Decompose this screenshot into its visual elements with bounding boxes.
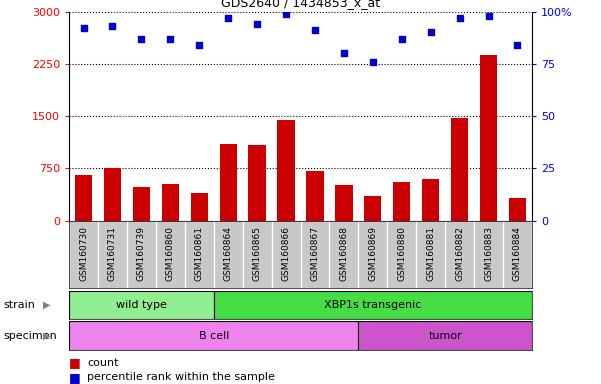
Point <box>79 25 88 31</box>
Bar <box>219 144 237 221</box>
Text: GSM160867: GSM160867 <box>311 226 320 281</box>
Bar <box>133 187 150 221</box>
Bar <box>335 185 353 221</box>
Text: ■: ■ <box>69 371 81 384</box>
Text: tumor: tumor <box>429 331 462 341</box>
Text: GSM160881: GSM160881 <box>426 226 435 281</box>
Point <box>224 15 233 21</box>
Text: percentile rank within the sample: percentile rank within the sample <box>87 372 275 382</box>
Text: GSM160868: GSM160868 <box>340 226 349 281</box>
Text: wild type: wild type <box>116 300 167 310</box>
Bar <box>69 321 358 350</box>
Text: GSM160880: GSM160880 <box>397 226 406 281</box>
Bar <box>393 182 410 221</box>
Bar <box>358 321 532 350</box>
Point <box>281 10 291 17</box>
Bar <box>451 118 468 221</box>
Point <box>426 30 436 36</box>
Bar <box>307 170 324 221</box>
Text: GSM160865: GSM160865 <box>252 226 261 281</box>
Text: GSM160869: GSM160869 <box>368 226 377 281</box>
Point <box>397 36 406 42</box>
Bar <box>191 193 208 221</box>
Text: specimen: specimen <box>3 331 56 341</box>
Bar <box>248 146 266 221</box>
Point <box>165 36 175 42</box>
Bar <box>69 291 214 319</box>
Text: ▶: ▶ <box>43 300 50 310</box>
Text: B cell: B cell <box>198 331 229 341</box>
Text: GSM160860: GSM160860 <box>166 226 175 281</box>
Bar <box>75 175 93 221</box>
Point <box>136 36 146 42</box>
Point <box>455 15 465 21</box>
Bar <box>480 55 497 221</box>
Text: GSM160730: GSM160730 <box>79 226 88 281</box>
Bar <box>422 179 439 221</box>
Bar <box>162 184 179 221</box>
Text: strain: strain <box>3 300 35 310</box>
Point <box>484 13 493 19</box>
Point <box>310 27 320 33</box>
Bar <box>277 120 294 221</box>
Text: XBP1s transgenic: XBP1s transgenic <box>324 300 421 310</box>
Point <box>108 23 117 29</box>
Text: GSM160883: GSM160883 <box>484 226 493 281</box>
Text: GSM160866: GSM160866 <box>281 226 290 281</box>
Title: GDS2640 / 1434853_x_at: GDS2640 / 1434853_x_at <box>221 0 380 9</box>
Text: ■: ■ <box>69 356 81 369</box>
Text: GSM160861: GSM160861 <box>195 226 204 281</box>
Bar <box>508 198 526 221</box>
Point <box>195 42 204 48</box>
Bar <box>104 169 121 221</box>
Text: GSM160884: GSM160884 <box>513 226 522 281</box>
Point <box>252 21 262 27</box>
Text: count: count <box>87 358 118 368</box>
Point <box>339 50 349 56</box>
Point <box>368 59 377 65</box>
Point <box>513 42 522 48</box>
Text: GSM160731: GSM160731 <box>108 226 117 281</box>
Text: ▶: ▶ <box>43 331 50 341</box>
Text: GSM160739: GSM160739 <box>137 226 146 281</box>
Text: GSM160864: GSM160864 <box>224 226 233 281</box>
Text: GSM160882: GSM160882 <box>455 226 464 281</box>
Bar <box>364 196 382 221</box>
Bar <box>214 291 532 319</box>
